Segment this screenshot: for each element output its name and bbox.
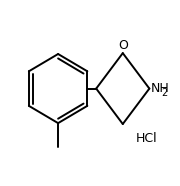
Text: NH: NH xyxy=(151,82,170,95)
Text: O: O xyxy=(118,39,128,52)
Text: HCl: HCl xyxy=(136,132,158,145)
Text: 2: 2 xyxy=(161,88,167,98)
